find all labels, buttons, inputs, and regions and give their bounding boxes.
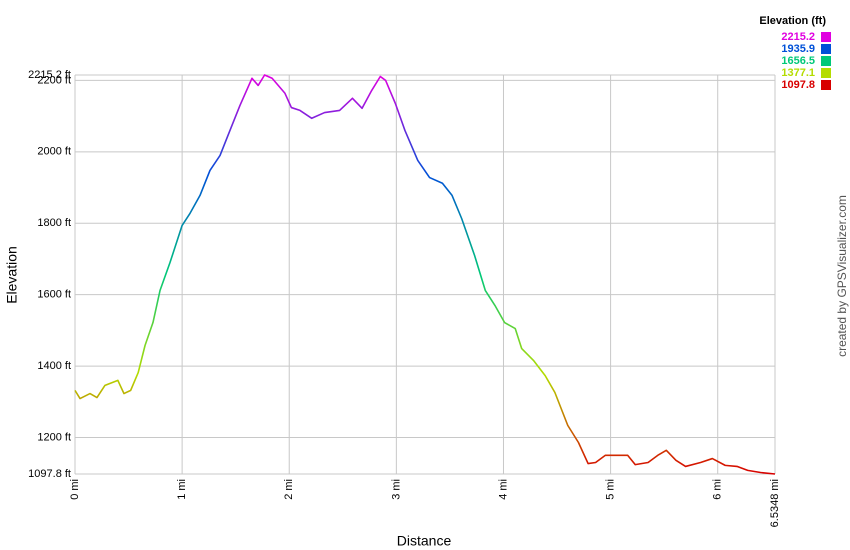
y-tick-label: 1200 ft [37,431,71,443]
legend-swatch [821,80,831,90]
x-tick-label: 0 mi [69,479,81,500]
y-tick-label: 1097.8 ft [28,468,71,480]
elevation-line [74,74,776,475]
y-tick-label: 2000 ft [37,146,71,158]
legend-swatch [821,32,831,42]
x-tick-label: 3 mi [390,479,402,500]
x-axis-title: Distance [397,533,452,549]
legend-label: 2215.2 [781,31,815,43]
credit: created by GPSVisualizer.com [835,195,849,357]
legend-label: 1097.8 [781,79,815,91]
legend-title: Elevation (ft) [759,15,826,27]
x-tick-label: 6 mi [712,479,724,500]
x-tick-label: 5 mi [605,479,617,500]
legend-swatch [821,56,831,66]
y-axis-title: Elevation [4,246,20,304]
y-tick-label: 1800 ft [37,217,71,229]
y-tick-label: 2200 ft [37,74,71,86]
legend-swatch [821,68,831,78]
legend-label: 1935.9 [781,43,815,55]
y-tick-label: 1600 ft [37,289,71,301]
y-tick-label: 1400 ft [37,360,71,372]
legend-label: 1656.5 [781,55,815,67]
x-tick-label: 1 mi [176,479,188,500]
y-tick-label: 2215.2 ft [28,69,71,81]
legend-swatch [821,44,831,54]
x-tick-label: 6.5348 mi [769,479,781,527]
legend-label: 1377.1 [781,67,815,79]
x-tick-label: 2 mi [283,479,295,500]
x-tick-label: 4 mi [497,479,509,500]
